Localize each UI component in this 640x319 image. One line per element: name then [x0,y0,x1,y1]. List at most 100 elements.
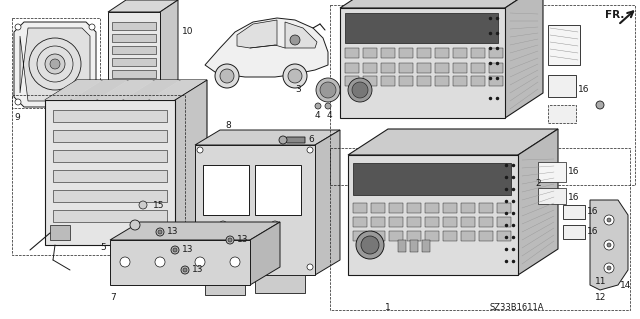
Bar [389,203,403,213]
Bar [45,100,175,245]
Bar [112,70,156,78]
Text: 13: 13 [182,246,193,255]
Bar [353,163,511,195]
Polygon shape [285,22,317,48]
Bar [53,190,167,202]
Bar [398,240,406,252]
Bar [371,231,385,241]
Circle shape [271,221,279,229]
Bar [112,58,156,66]
Polygon shape [348,129,558,155]
Bar [563,225,585,239]
Polygon shape [110,222,280,240]
Bar [435,63,449,73]
Text: 1: 1 [385,303,391,313]
Bar [353,231,367,241]
Circle shape [89,99,95,105]
Text: 7: 7 [110,293,116,301]
Circle shape [230,257,240,267]
Text: FR.: FR. [605,10,625,20]
Text: 8: 8 [225,121,231,130]
Circle shape [226,236,234,244]
Text: 9: 9 [14,114,20,122]
Bar [538,188,566,204]
Bar [399,76,413,86]
Polygon shape [97,80,154,100]
Circle shape [607,218,611,222]
Bar [353,217,367,227]
Polygon shape [195,145,315,275]
Bar [479,231,493,241]
Bar [461,231,475,241]
Text: 3: 3 [295,85,301,94]
Bar [461,217,475,227]
Bar [497,231,511,241]
Bar [425,203,439,213]
Bar [53,110,167,122]
Circle shape [604,263,614,273]
Bar [407,231,421,241]
Circle shape [325,103,331,109]
Bar [489,63,503,73]
Bar [53,150,167,162]
Circle shape [50,59,60,69]
Text: 12: 12 [595,293,606,301]
Bar [407,203,421,213]
Bar [497,217,511,227]
Text: 16: 16 [587,207,598,217]
Circle shape [156,228,164,236]
Bar [417,63,431,73]
Bar [563,205,585,219]
Circle shape [596,101,604,109]
Polygon shape [45,80,207,100]
Text: 5: 5 [100,243,106,253]
Circle shape [348,78,372,102]
Polygon shape [14,22,96,107]
Bar [417,48,431,58]
Bar [53,210,167,222]
Circle shape [320,82,336,98]
Bar [345,48,359,58]
Circle shape [195,257,205,267]
Polygon shape [45,80,102,100]
Text: 13: 13 [167,227,179,236]
Bar [389,217,403,227]
Bar [381,76,395,86]
Bar [340,8,505,118]
Circle shape [288,69,302,83]
Circle shape [181,266,189,274]
Circle shape [158,230,162,234]
Circle shape [15,24,21,30]
Circle shape [171,246,179,254]
Bar [345,63,359,73]
Circle shape [173,248,177,252]
Circle shape [45,54,65,74]
Bar [112,82,156,90]
Bar [471,76,485,86]
Polygon shape [205,275,245,295]
Polygon shape [518,129,558,275]
Text: 2: 2 [535,179,541,188]
Bar [363,63,377,73]
Circle shape [15,99,21,105]
Bar [425,231,439,241]
Polygon shape [149,80,206,100]
Circle shape [356,231,384,259]
Bar [417,76,431,86]
Bar [53,130,167,142]
Bar [435,48,449,58]
Text: 16: 16 [568,167,579,176]
Bar [443,217,457,227]
Circle shape [219,221,227,229]
Bar [108,12,160,92]
Bar [548,105,576,123]
Polygon shape [590,200,628,290]
Bar [353,203,367,213]
Text: 4: 4 [327,112,333,121]
Circle shape [220,69,234,83]
Circle shape [361,236,379,254]
Bar [538,162,566,182]
Bar [479,203,493,213]
Bar [203,165,249,215]
Polygon shape [505,0,543,118]
